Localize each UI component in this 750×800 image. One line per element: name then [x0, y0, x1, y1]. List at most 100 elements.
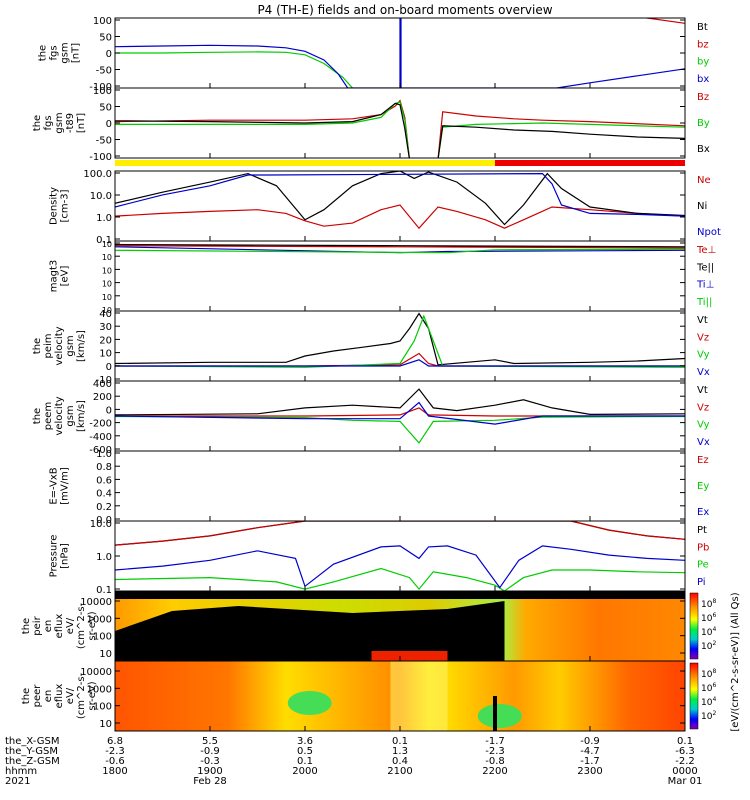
series-Pe — [115, 567, 685, 591]
y-tick-label: 0.8 — [96, 462, 112, 473]
y-axis-label: Density[cm-3] — [49, 187, 71, 225]
y-tick-label: 10000 — [80, 597, 112, 608]
y-tick-label: 10 — [99, 649, 112, 660]
legend-bx: bx — [697, 74, 709, 85]
ephem-value: -1.7 — [580, 756, 600, 767]
y-axis-label-line: [nT] — [71, 43, 82, 63]
y-tick-label: 1000 — [87, 614, 112, 625]
legend-Ti⊥: Ti⊥ — [696, 280, 714, 291]
series-group — [115, 171, 685, 230]
top-band — [115, 591, 685, 599]
y-axis-label-line: the — [38, 45, 49, 61]
y-axis-label-line: (cm^2-s- — [76, 602, 87, 649]
series-group — [115, 521, 685, 591]
y-tick-label: 100 — [93, 702, 112, 713]
series-group — [115, 99, 685, 158]
y-axis-label-line: the — [32, 338, 43, 354]
y-tick-label: 40 — [99, 309, 112, 320]
y-tick-label: -100 — [89, 152, 112, 163]
series-Vz — [115, 407, 685, 417]
y-tick-label: -50 — [96, 66, 112, 77]
y-tick-label: 20 — [99, 335, 112, 346]
ephem-value: 0.1 — [677, 736, 693, 747]
date-label: Mar 01 — [668, 776, 703, 787]
colorbar-exponent: 4 — [712, 626, 716, 633]
colorbar-strip — [689, 592, 699, 660]
ephem-value: 3.6 — [297, 736, 313, 747]
panel-fgs_dsl: 100 50 0 -50 -100 thefgsgsm-t89[nT] Bz By Bx — [32, 86, 710, 163]
y-axis-label-line: eV/ — [65, 687, 76, 704]
y-tick-label: 0.0 — [96, 515, 112, 526]
y-tick-label: 10.0 — [90, 191, 112, 202]
y-tick-label: 0 — [106, 119, 112, 130]
bright-band — [390, 661, 448, 731]
y-axis-label-line: Density — [49, 187, 60, 225]
y-axis-label-line: the — [21, 688, 32, 704]
ephem-value: 1900 — [197, 766, 222, 777]
colorbar-exponent: 6 — [712, 682, 716, 689]
legend-bz: bz — [697, 39, 709, 50]
y-tick-label: 30 — [99, 322, 112, 333]
series-Vy — [115, 415, 685, 444]
ephem-value: -1.7 — [485, 736, 505, 747]
y-tick-label: -10 — [96, 375, 112, 386]
ephem-value: 1.3 — [392, 746, 408, 757]
y-tick-label: 1.0 — [96, 552, 112, 563]
y-axis-label: thepeerenefluxeV/(cm^2-s-sr-eV) — [21, 672, 98, 719]
series-Vx — [115, 401, 685, 425]
y-axis-label-line: en — [43, 620, 54, 633]
mode-bar-segment — [495, 160, 685, 166]
y-tick-label: 0.1 — [96, 235, 112, 246]
y-axis-label-line: [km/s] — [76, 330, 87, 362]
legend-Te||: Te|| — [696, 262, 714, 273]
panel-frame — [114, 310, 686, 382]
y-tick-label: 10000 — [80, 667, 112, 678]
y-tick-label: 1000 — [87, 684, 112, 695]
legend-Vz: Vz — [697, 332, 709, 343]
series-group — [115, 312, 685, 368]
colorbar-exponent: 8 — [712, 598, 716, 605]
series-Npot — [115, 172, 685, 217]
ephem-value: 2100 — [387, 766, 412, 777]
legend-Ne: Ne — [697, 175, 711, 186]
colorbar-tick: 104 — [701, 696, 716, 708]
y-axis-label: Pressure[nPa] — [49, 535, 71, 578]
hot-spot — [371, 651, 448, 661]
series-Vz — [115, 352, 685, 367]
y-axis-label-line: the — [32, 408, 43, 424]
series-Pt — [115, 521, 685, 546]
series-By — [115, 101, 685, 158]
series-Te|| — [115, 243, 685, 248]
y-axis-label-line: peem — [43, 402, 54, 430]
legend-Vz: Vz — [697, 402, 709, 413]
y-tick-label: 10 — [99, 719, 112, 730]
mode-bar-segment — [115, 160, 495, 166]
colorbar-exponent: 2 — [712, 640, 716, 647]
legend-Npot: Npot — [697, 227, 721, 238]
y-tick-label: 0.4 — [96, 489, 112, 500]
y-tick-label: -50 — [96, 136, 112, 147]
y-tick-label: 0 — [106, 49, 112, 60]
y-tick-label: 50 — [99, 33, 112, 44]
legend-Ey: Ey — [697, 481, 709, 492]
data-gap — [493, 696, 497, 731]
ephem-value: -0.9 — [580, 736, 600, 747]
panel-peim_velocity: 40 30 20 10 0 -10 thepeimvelocitygsm[km/s] Vt Vz… — [32, 309, 710, 386]
panel-frame — [114, 87, 686, 159]
y-axis-label: thepeemvelocitygsm[km/s] — [32, 396, 87, 435]
panel-fgs: 100 50 0 -50 -100 thefgsgsm[nT] Bt bz by bx — [38, 16, 710, 93]
series-Pi — [115, 545, 685, 589]
colorbar-tick: 102 — [701, 640, 716, 652]
ephem-value: 6.8 — [107, 736, 123, 747]
y-axis-label-line: [eV] — [60, 266, 71, 287]
series-group — [115, 243, 685, 254]
y-tick-label: 1.0 — [96, 213, 112, 224]
legend-Ni: Ni — [697, 201, 707, 212]
ephem-value: -6.3 — [675, 746, 695, 757]
y-tick-label: 50 — [99, 103, 112, 114]
legend-Bt: Bt — [697, 22, 708, 33]
y-axis-label: magt3[eV] — [49, 260, 71, 293]
legend-Vt: Vt — [697, 385, 708, 396]
